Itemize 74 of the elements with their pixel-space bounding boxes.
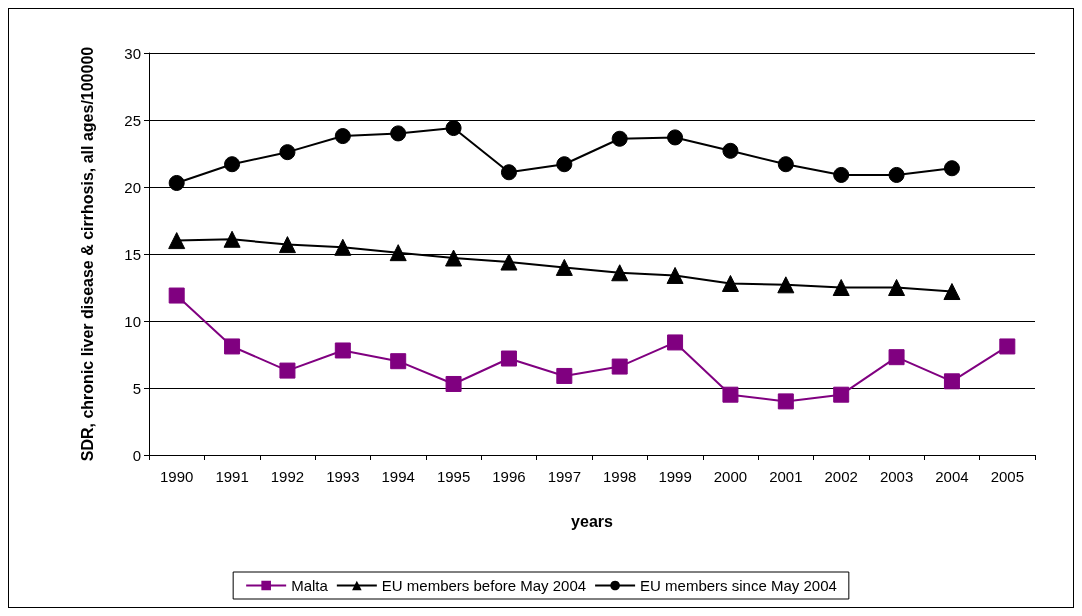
point (168, 232, 186, 250)
point (168, 287, 185, 304)
x-tick-label: 2003 (879, 468, 914, 485)
point (943, 160, 960, 177)
x-axis-title: years (571, 512, 614, 530)
point (667, 129, 684, 146)
legend-label: EU members before May 2004 (381, 577, 587, 594)
point (722, 142, 739, 159)
y-tick-label: 25 (124, 111, 141, 129)
point (777, 156, 794, 173)
point (445, 249, 463, 267)
point (500, 164, 517, 181)
point (334, 238, 352, 256)
point (334, 342, 351, 359)
point (445, 375, 462, 392)
y-tick-label: 20 (124, 178, 141, 196)
point (888, 166, 905, 183)
point (611, 264, 629, 282)
y-tick-label: 5 (132, 379, 141, 397)
x-tick-label: 2005 (990, 468, 1024, 485)
point (666, 266, 684, 284)
x-tick-label: 1999 (658, 468, 692, 485)
x-tick-label: 1998 (603, 468, 637, 485)
y-tick-label: 10 (124, 312, 141, 330)
legend-label: Malta (291, 577, 329, 594)
x-tick-label: 1995 (436, 468, 471, 485)
point (943, 283, 961, 301)
y-tick-label: 15 (124, 245, 141, 263)
y-axis-title: SDR, chronic liver disease & cirrhosis, all ages/100000 (78, 46, 96, 462)
x-tick-label: 1993 (326, 468, 360, 485)
x-tick-label: 2000 (713, 468, 748, 485)
x-tick-label: 2002 (824, 468, 858, 485)
point (334, 128, 351, 145)
y-tick-label: 30 (124, 44, 141, 62)
point (279, 362, 296, 379)
point (389, 244, 407, 262)
point (390, 353, 407, 370)
point (556, 367, 573, 384)
point (500, 350, 517, 367)
x-tick-label: 1992 (270, 468, 305, 485)
point (943, 373, 960, 390)
point (224, 156, 241, 173)
x-tick-label: 1991 (215, 468, 249, 485)
point (999, 338, 1016, 355)
point (722, 386, 739, 403)
point (278, 236, 296, 254)
point (390, 125, 407, 142)
x-tick-label: 1996 (492, 468, 526, 485)
point (833, 386, 850, 403)
legend-label: EU members since May 2004 (640, 577, 837, 594)
point (777, 276, 795, 294)
x-tick-label: 2004 (935, 468, 969, 485)
point (667, 334, 684, 351)
point (611, 358, 628, 375)
point (224, 338, 241, 355)
point (445, 120, 462, 137)
x-tick-label: 1997 (547, 468, 581, 485)
point (833, 166, 850, 183)
point (888, 349, 905, 366)
point (777, 393, 794, 410)
x-tick-label: 1990 (160, 468, 194, 485)
point (888, 279, 906, 296)
x-tick-label: 2001 (769, 468, 803, 485)
point (721, 274, 739, 292)
x-tick-label: 1994 (381, 468, 415, 485)
point (168, 174, 185, 191)
point (279, 144, 296, 161)
point (500, 253, 518, 271)
point (832, 279, 850, 296)
point (556, 156, 573, 173)
point (223, 230, 241, 248)
point (555, 258, 573, 276)
y-tick-label: 0 (132, 446, 141, 464)
point (611, 130, 628, 147)
